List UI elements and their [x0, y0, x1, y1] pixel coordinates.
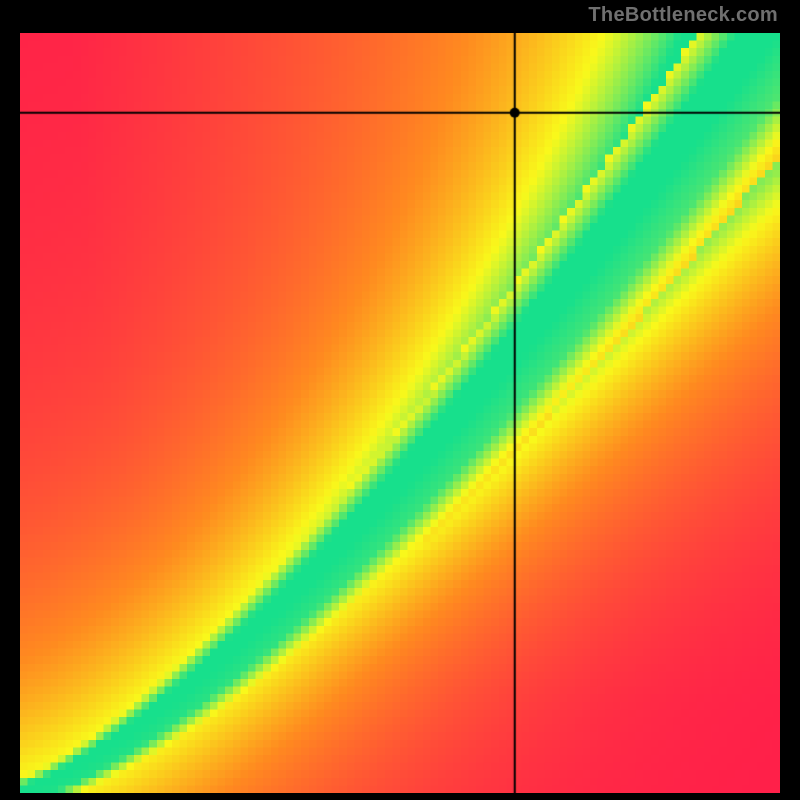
crosshair-overlay — [20, 33, 780, 793]
watermark-text: TheBottleneck.com — [588, 4, 778, 27]
